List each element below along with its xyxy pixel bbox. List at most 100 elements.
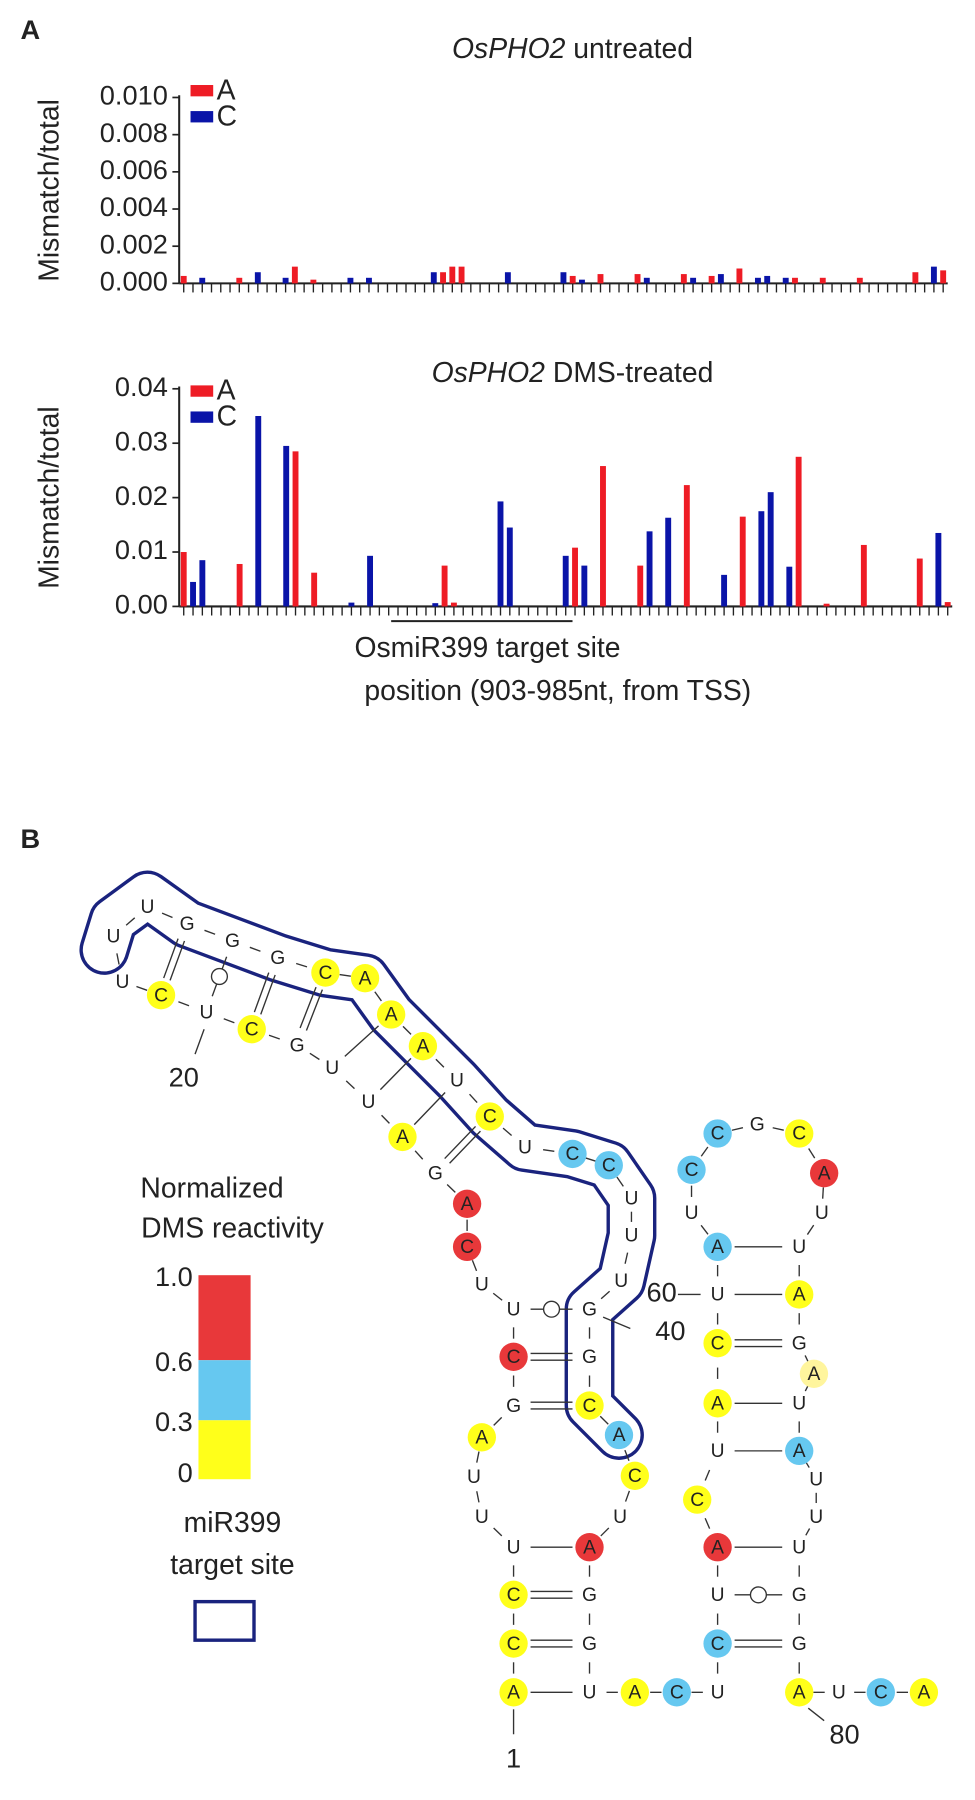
bar [504,272,511,284]
nucleotide: U [116,972,130,993]
backbone [414,1150,424,1160]
panel-label: B [20,823,40,854]
backbone [600,1290,611,1300]
bar [643,277,650,284]
bar [782,277,789,284]
nucleotide: C [507,1634,521,1655]
legend-tick: 0.6 [155,1346,193,1377]
backbone [600,1527,610,1537]
bar [754,277,761,284]
nucleotide-circle [866,1678,895,1707]
base-pair [413,1092,446,1126]
bar [255,415,262,607]
nucleotide-circle [909,1678,939,1707]
bar [450,602,457,607]
number-tick [194,1028,205,1055]
bar [291,266,298,284]
nucleotide-circle [604,1420,634,1450]
nucleotide: U [106,926,120,947]
bar [367,555,374,607]
nucleotide: G [506,1396,521,1417]
bar [180,275,187,284]
nucleotide: U [809,1469,823,1490]
bar [347,277,354,284]
backbone [446,1184,456,1193]
nucleotide-circle [146,981,176,1010]
nucleotide-circle [575,1533,604,1562]
bar [683,485,690,607]
nucleotide: C [711,1333,725,1354]
backbone [808,1148,816,1159]
bar [199,277,206,284]
nucleotide: A [793,1441,806,1462]
base-pair [444,1125,477,1160]
nucleotide: U [792,1394,806,1415]
bar [795,456,802,607]
nucleotide-circle [452,1232,482,1262]
backbone [476,1451,480,1463]
nucleotide-circle [785,1678,814,1707]
backbone [700,1224,709,1235]
backbone [374,991,382,1002]
bar [665,517,672,607]
nucleotide-circle [499,1580,528,1610]
bar [792,277,798,284]
bar [600,466,606,607]
bar [935,532,942,607]
backbone [161,912,173,919]
number-label: 60 [647,1277,677,1308]
number-label: 1 [506,1743,521,1774]
backbone [804,1355,809,1362]
nucleotide: U [325,1058,339,1079]
legend-label: A [217,375,236,407]
nucleotide: A [507,1683,520,1704]
backbone [704,1469,711,1481]
bar [717,274,724,284]
bar [930,266,937,284]
legend-swatch [190,85,214,97]
legend-target: target site [170,1549,294,1581]
backbone [806,1224,815,1235]
bar [348,602,355,607]
nucleotide: C [245,1019,259,1040]
y-tick-label: 0.00 [115,589,168,620]
nucleotide: U [711,1285,725,1306]
bar [458,266,465,284]
bar [739,516,746,607]
y-tick-label: 0.006 [100,154,168,185]
nucleotide: C [690,1490,704,1511]
nucleotide-circle [785,1436,814,1466]
nucleotide: G [750,1115,765,1136]
backbone [704,1517,711,1529]
nucleotide: U [792,1537,806,1558]
backbone [502,1127,513,1137]
nucleotide: G [290,1035,305,1056]
gu-pair [749,1586,768,1604]
nucleotide: G [270,948,285,969]
nucleotide: G [225,931,240,952]
legend-target-box [193,1599,256,1642]
nucleotide-circle [703,1629,732,1658]
backbone [223,1018,235,1024]
backbone [805,1528,811,1536]
backbone [136,985,148,991]
nucleotide: C [507,1347,521,1368]
nucleotide: U [815,1203,829,1224]
base-pair [260,974,276,1015]
legend-color [198,1360,251,1421]
panel-label: A [20,14,40,45]
nucleotide: A [628,1683,641,1704]
bar [860,544,867,607]
legend-color [198,1275,251,1361]
nucleotide: G [180,914,195,935]
backbone [339,973,351,977]
nucleotide: G [792,1634,807,1655]
nucleotide: C [628,1466,642,1487]
nucleotide: G [428,1163,443,1184]
nucleotide-circle [683,1485,712,1514]
nucleotide-circle [499,1342,528,1371]
bar [912,272,919,284]
nucleotide-circle [452,1189,482,1218]
number-tick [807,1707,825,1722]
bar [180,552,187,607]
